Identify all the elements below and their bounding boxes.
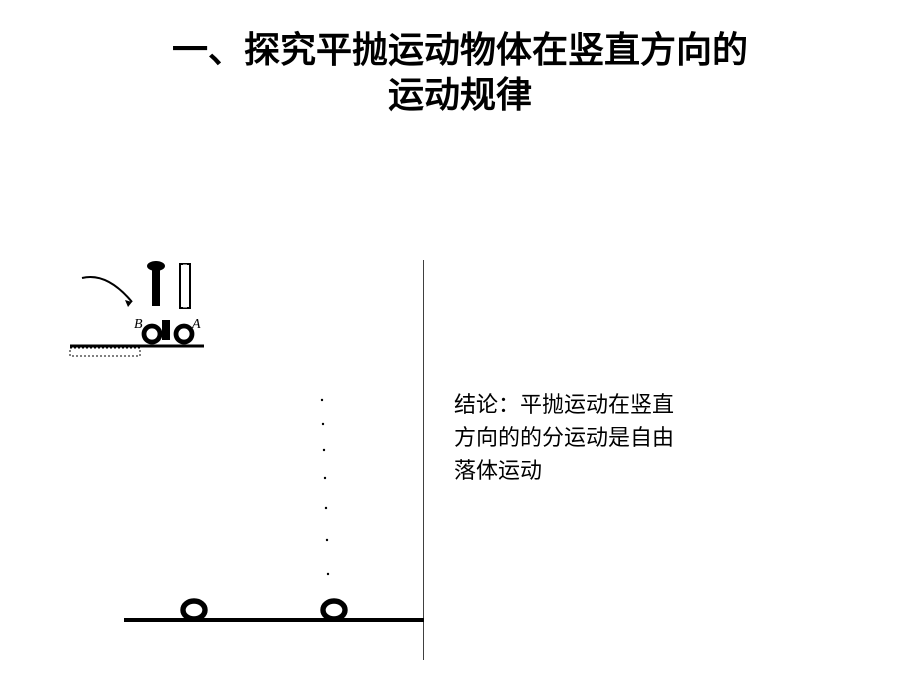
svg-text:A: A xyxy=(191,317,201,332)
page-title: 一、探究平抛运动物体在竖直方向的 运动规律 xyxy=(0,28,920,118)
title-line-2: 运动规律 xyxy=(388,75,532,115)
title-line-1: 一、探究平抛运动物体在竖直方向的 xyxy=(172,30,748,70)
conclusion-text: 结论：平抛运动在竖直 方向的的分运动是自由 落体运动 xyxy=(454,388,734,487)
svg-text:B: B xyxy=(134,317,143,332)
apparatus-diagram: BA xyxy=(64,260,424,660)
